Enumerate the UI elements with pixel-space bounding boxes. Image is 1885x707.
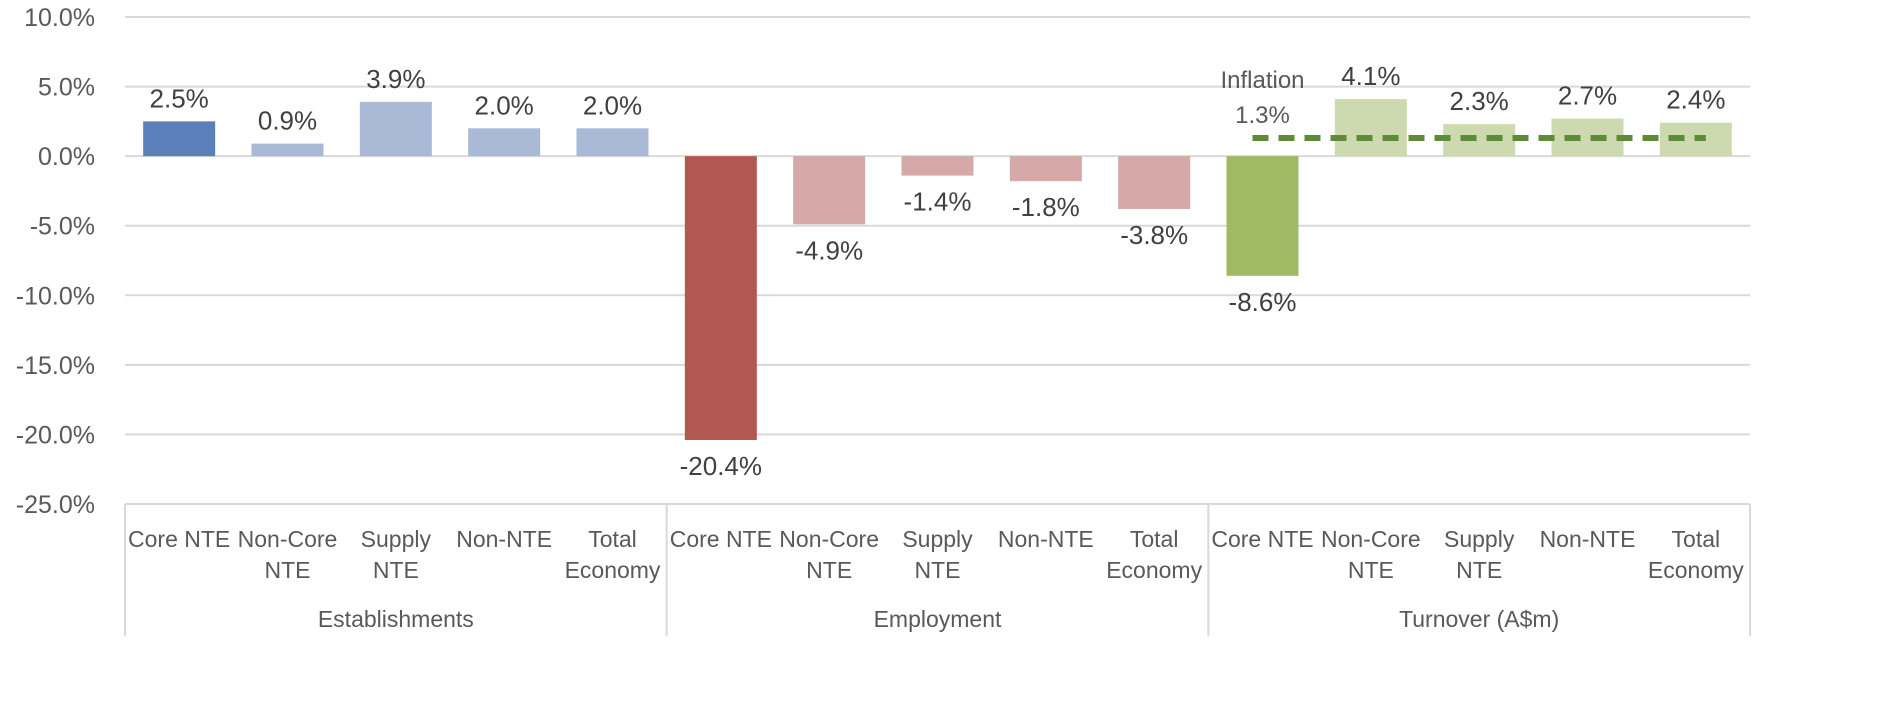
group-label: Employment — [874, 606, 1002, 632]
y-tick-label: -20.0% — [16, 421, 95, 449]
bar — [1118, 156, 1191, 210]
category-label: Non-NTE — [998, 526, 1094, 552]
bar — [1009, 156, 1082, 182]
category-label: Core NTE — [1211, 526, 1313, 552]
data-labels: 2.5% 0.9% 3.9% 2.0% 2.0% -20.4% -4.9% -1.4% -1.8… — [150, 61, 1726, 481]
y-tick-label: 10.0% — [24, 4, 95, 32]
bar — [1226, 156, 1299, 276]
group-label: Establishments — [318, 606, 474, 632]
y-tick-label: -15.0% — [16, 352, 95, 380]
category-label: Supply NTE — [1444, 526, 1515, 583]
y-tick-label: -10.0% — [16, 282, 95, 310]
data-label: -8.6% — [1229, 287, 1297, 317]
bar — [1443, 124, 1516, 157]
category-label: Total Economy — [1106, 526, 1202, 583]
data-label: -4.9% — [795, 235, 863, 265]
bar — [468, 128, 541, 157]
data-label: 0.9% — [258, 106, 317, 136]
data-label: -1.8% — [1012, 192, 1080, 222]
data-label: 2.7% — [1558, 81, 1617, 111]
data-label: -3.8% — [1120, 220, 1188, 250]
x-axis: Establishments Core NTE Non-Core NTE Supply N… — [124, 504, 1751, 636]
bar — [1551, 118, 1624, 157]
y-axis: 10.0% 5.0% 0.0% -5.0% -10.0% -15.0% -20.0% -25.… — [16, 4, 95, 519]
category-label: Non-NTE — [456, 526, 552, 552]
bar — [143, 121, 216, 157]
category-label: Supply NTE — [361, 526, 432, 583]
category-label: Non-Core NTE — [779, 526, 879, 583]
y-tick-label: -25.0% — [16, 491, 95, 519]
inflation-value: 1.3% — [1235, 102, 1290, 129]
bar — [793, 156, 866, 225]
category-label: Core NTE — [128, 526, 230, 552]
category-label: Total Economy — [565, 526, 661, 583]
category-label: Total Economy — [1648, 526, 1744, 583]
data-label: 3.9% — [366, 64, 425, 94]
data-label: -1.4% — [904, 187, 972, 217]
group-label: Turnover (A$m) — [1399, 606, 1559, 632]
inflation-annotation: Inflation 1.3% — [1220, 67, 1706, 142]
data-label: 4.1% — [1341, 61, 1400, 91]
y-tick-label: 5.0% — [38, 74, 95, 102]
bar — [251, 143, 324, 157]
bar — [1334, 99, 1407, 157]
data-label: -20.4% — [680, 451, 762, 481]
bar — [359, 101, 432, 157]
data-label: 2.3% — [1450, 86, 1509, 116]
data-label: 2.0% — [475, 90, 534, 120]
bar — [901, 156, 974, 176]
bar — [684, 156, 757, 440]
inflation-label: Inflation — [1220, 67, 1304, 94]
y-tick-label: -5.0% — [30, 213, 95, 241]
data-label: 2.0% — [583, 90, 642, 120]
category-label: Non-Core NTE — [238, 526, 338, 583]
category-label: Non-Core NTE — [1321, 526, 1421, 583]
category-label: Core NTE — [670, 526, 772, 552]
data-label: 2.5% — [150, 83, 209, 113]
category-label: Supply NTE — [902, 526, 973, 583]
y-tick-label: 0.0% — [38, 143, 95, 171]
bars — [143, 99, 1732, 440]
bar — [576, 128, 649, 157]
data-label: 2.4% — [1666, 85, 1725, 115]
category-label: Non-NTE — [1540, 526, 1636, 552]
